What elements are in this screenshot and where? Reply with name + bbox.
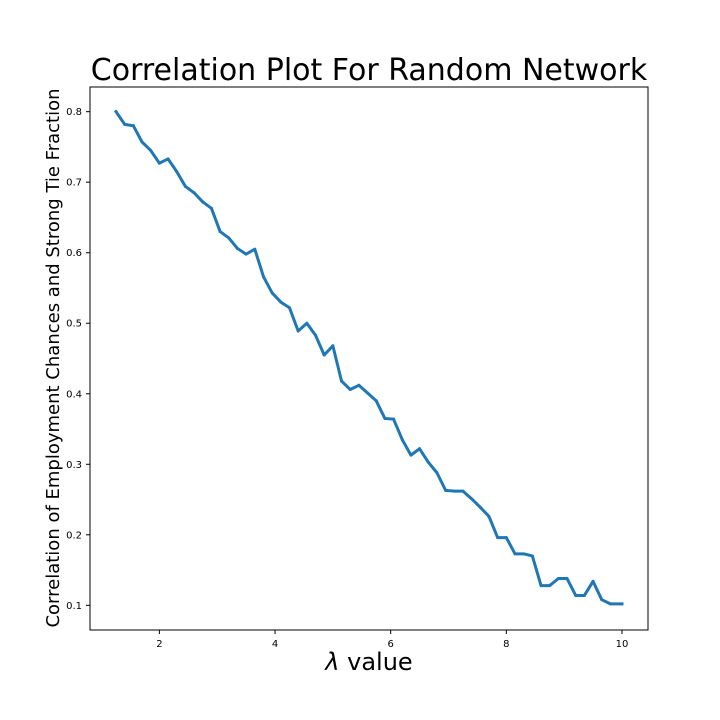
data-point [600,598,604,602]
y-tick-label: 0.8 [66,107,82,118]
data-point [548,584,552,588]
data-point [348,388,352,392]
data-point [591,579,595,583]
data-point [209,206,213,210]
data-point [418,447,422,451]
data-point [435,471,439,475]
x-tick-label: 4 [272,639,278,650]
data-point [175,170,179,174]
x-axis-label-symbol: λ [323,648,339,676]
data-point [470,497,474,501]
data-point [235,246,239,250]
y-tick-label: 0.2 [66,530,82,541]
data-point [201,200,205,204]
y-axis-label: Correlation of Employment Chances and St… [43,88,64,627]
data-point [149,148,153,152]
data-point [556,577,560,581]
data-point [392,417,396,421]
data-point [322,353,326,357]
x-tick-label: 10 [616,639,629,650]
data-point [620,602,624,606]
data-point [218,230,222,234]
data-point [192,191,196,195]
data-point [461,489,465,493]
data-point [426,460,430,464]
y-tick-label: 0.3 [66,460,82,471]
data-point [409,453,413,457]
x-tick-label: 6 [387,639,393,650]
data-point [608,602,612,606]
data-point [227,236,231,240]
data-point [244,252,248,256]
data-point [565,577,569,581]
y-tick-label: 0.6 [66,248,82,259]
x-axis-label: λ value [323,648,412,676]
data-point [287,306,291,310]
data-point [331,344,335,348]
x-tick-label: 8 [503,639,509,650]
data-point [574,593,578,597]
data-point [374,399,378,403]
data-point [305,321,309,325]
plot-area [89,86,649,631]
data-point [314,333,318,337]
data-point [296,329,300,333]
y-tick-label: 0.7 [66,178,82,189]
data-point [496,536,500,540]
data-point [366,391,370,395]
data-point [123,122,127,126]
y-tick-label: 0.4 [66,389,82,400]
data-point [522,552,526,556]
data-point [504,536,508,540]
data-point [530,554,534,558]
data-point [357,383,361,387]
y-axis: 0.1 0.2 0.3 0.4 0.5 0.6 0.7 0.8 [66,107,90,612]
data-point [183,184,187,188]
data-point [444,488,448,492]
data-point [478,505,482,509]
data-point [513,552,517,556]
data-point [452,489,456,493]
data-point [140,140,144,144]
data-point [340,379,344,383]
data-point [166,157,170,161]
data-point [114,110,118,114]
data-point [383,416,387,420]
data-point [270,291,274,295]
y-tick-label: 0.5 [66,319,82,330]
x-tick-label: 2 [156,639,162,650]
data-point [487,514,491,518]
data-point [539,584,543,588]
chart-title: Correlation Plot For Random Network [91,53,648,88]
data-point [253,247,257,251]
data-point [582,593,586,597]
x-axis: 2 4 6 8 10 [156,630,628,650]
data-point [279,300,283,304]
data-point [400,438,404,442]
data-point [261,275,265,279]
y-tick-label: 0.1 [66,601,82,612]
series-points [114,110,624,606]
data-point [157,161,161,165]
x-axis-label-text: value [340,648,413,676]
data-point [131,124,135,128]
